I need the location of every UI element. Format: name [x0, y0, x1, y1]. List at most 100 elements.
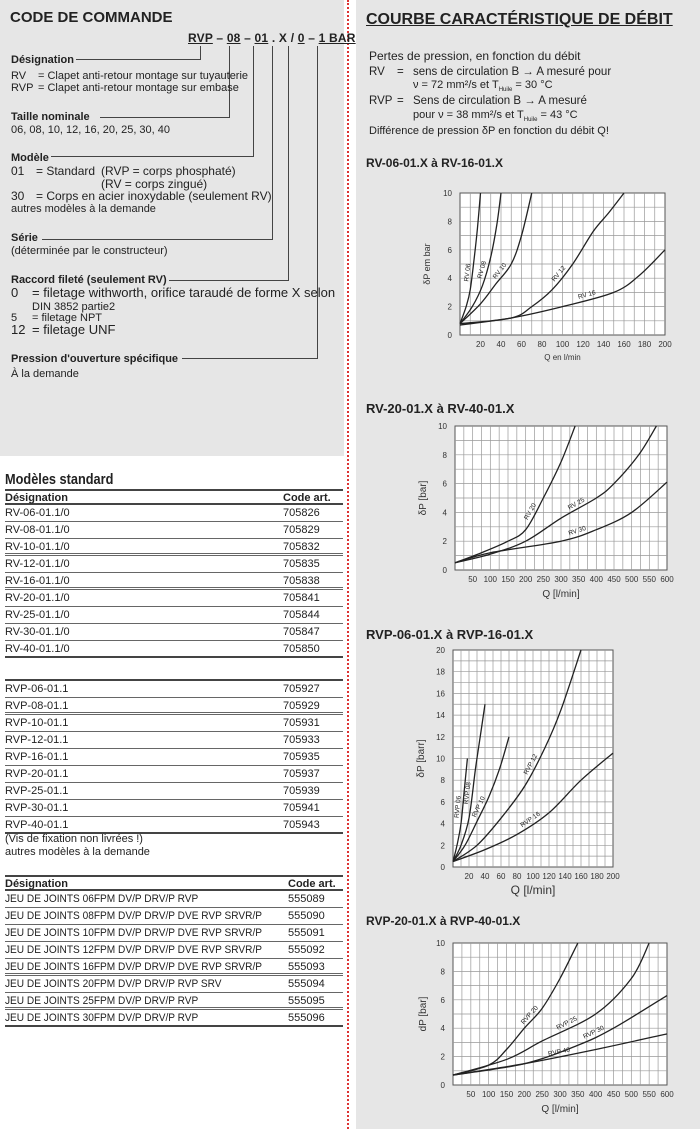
- table-row: RVP-08-01.1 705929: [5, 698, 343, 715]
- code-desc: = Clapet anti-retour montage sur embase: [38, 82, 239, 94]
- x-tick-label: 80: [538, 340, 547, 349]
- designation-heading: Désignation: [11, 54, 76, 66]
- code-cell: 555096: [288, 1012, 325, 1024]
- x-tick-label: 160: [574, 872, 588, 881]
- chart-1-title: RV-06-01.X à RV-16-01.X: [366, 156, 503, 170]
- designation-cell: RVP-06-01.1: [5, 683, 69, 695]
- column-header-code: Code art.: [288, 878, 336, 890]
- x-tick-label: 40: [497, 340, 506, 349]
- series-curve: [459, 249, 666, 326]
- series-label: RV 16: [577, 289, 597, 301]
- y-tick-label: 6: [443, 480, 448, 489]
- rv-viscosity: ν = 72 mm²/s et THuile = 30 °C: [413, 79, 553, 96]
- x-tick-label: 160: [617, 340, 631, 349]
- x-tick-label: 250: [537, 575, 551, 584]
- x-tick-label: 600: [660, 1090, 674, 1099]
- subscript: Huile: [523, 117, 538, 124]
- rvp-label: RVP: [369, 95, 393, 107]
- code-desc: = Clapet anti-retour montage sur tuyaute…: [38, 70, 249, 82]
- y-tick-label: 4: [448, 274, 453, 283]
- code-cell: 705929: [283, 700, 320, 712]
- y-tick-label: 0: [441, 1081, 446, 1090]
- designation-cell: JEU DE JOINTS 30FPM DV/P DRV/P RVP: [5, 1012, 199, 1024]
- eq: =: [397, 66, 404, 78]
- code-cell: 705927: [283, 683, 320, 695]
- series-curve: [452, 758, 469, 862]
- y-tick-label: 2: [448, 303, 453, 312]
- x-axis-label: Q [l/min]: [542, 589, 579, 600]
- table-header: Désignation Code art.: [5, 875, 343, 891]
- code-cell: 555089: [288, 893, 325, 905]
- code-cell: 705941: [283, 802, 320, 814]
- y-axis-label: dP [bar]: [418, 996, 429, 1031]
- y-tick-label: 10: [438, 422, 447, 431]
- y-tick-label: 8: [441, 776, 446, 785]
- x-tick-label: 60: [497, 872, 506, 881]
- series-heading: Série: [11, 232, 40, 244]
- x-tick-label: 350: [571, 1090, 585, 1099]
- series-label: RV 06: [463, 263, 472, 282]
- rv-models-table: Désignation Code art. RV-06-01.1/0 705826 R…: [5, 489, 343, 658]
- x-axis-label: Q [l/min]: [511, 883, 556, 897]
- x-tick-label: 500: [625, 575, 639, 584]
- x-tick-label: 80: [513, 872, 522, 881]
- order-code-title: CODE DE COMMANDE: [10, 9, 173, 26]
- y-axis-label: δP em bar: [422, 243, 432, 284]
- table-row: RVP-16-01.1 705935: [5, 749, 343, 766]
- code-cell: 705835: [283, 558, 320, 570]
- x-tick-label: 550: [642, 1090, 656, 1099]
- code-desc: = filetage UNF: [32, 322, 116, 337]
- size-heading: Taille nominale: [11, 111, 92, 123]
- y-tick-label: 8: [443, 451, 448, 460]
- x-tick-label: 550: [643, 575, 657, 584]
- designation-cell: JEU DE JOINTS 20FPM DV/P DRV/P RVP SRV: [5, 978, 222, 990]
- order-code-panel: [0, 0, 344, 456]
- code-cell: 555092: [288, 944, 325, 956]
- table-row: JEU DE JOINTS 25FPM DV/P DRV/P RVP 555095: [5, 993, 343, 1010]
- table-row: RV-30-01.1/0 705847: [5, 624, 343, 641]
- x-tick-label: 400: [589, 1090, 603, 1099]
- thread-0: 0 = filetage withworth, orifice taraudé d…: [11, 285, 336, 300]
- rv-direction: sens de circulation B → A mesuré pour: [413, 66, 612, 78]
- y-tick-label: 2: [443, 537, 448, 546]
- rvp-viscosity: pour ν = 38 mm²/s et THuile = 43 °C: [413, 109, 578, 126]
- table-row: RVP-10-01.1 705931: [5, 715, 343, 732]
- model-01: 01 = Standard (RVP = corps phosphaté): [11, 165, 236, 177]
- code-desc: = filetage withworth, orifice taraudé de…: [32, 285, 336, 300]
- code-cell: 555090: [288, 910, 325, 922]
- y-tick-label: 6: [441, 798, 446, 807]
- column-divider: [347, 0, 349, 1129]
- rvp-direction: Sens de circulation B → A mesuré: [413, 95, 587, 107]
- connector-line: [182, 46, 318, 359]
- designation-rv: RV = Clapet anti-retour montage sur tuyau…: [11, 70, 248, 82]
- y-axis-label: δP [bar]: [418, 480, 429, 515]
- table-row: JEU DE JOINTS 10FPM DV/P DRV/P DVE RVP S…: [5, 925, 343, 942]
- code-cell: 705847: [283, 626, 320, 638]
- code-cell: 555095: [288, 995, 325, 1007]
- chart-4-title: RVP-20-01.X à RVP-40-01.X: [366, 914, 521, 928]
- model-heading: Modèle: [11, 152, 51, 164]
- x-tick-label: 40: [481, 872, 490, 881]
- table-row: RV-40-01.1/0 705850: [5, 641, 343, 658]
- table-row: JEU DE JOINTS 16FPM DV/P DRV/P DVE RVP S…: [5, 959, 343, 976]
- x-axis-label: Q en l/min: [544, 353, 580, 362]
- series-curve: [459, 192, 502, 325]
- code-label: 12: [11, 322, 26, 337]
- code-cell: 555094: [288, 978, 325, 990]
- y-tick-label: 2: [441, 841, 446, 850]
- x-tick-label: 600: [660, 575, 674, 584]
- table-row: JEU DE JOINTS 12FPM DV/P DRV/P DVE RVP S…: [5, 942, 343, 959]
- designation-cell: RV-08-01.1/0: [5, 524, 70, 536]
- rv-condition: RV = sens de circulation B → A mesuré pour: [369, 66, 611, 78]
- code-desc: = Corps en acier inoxydable (seulement R…: [36, 189, 272, 203]
- code-cell: 705933: [283, 734, 320, 746]
- series-label: RVP 06: [454, 795, 463, 818]
- thread-heading: Raccord fileté (seulement RV): [11, 274, 169, 286]
- pressure-text: À la demande: [11, 368, 79, 380]
- seal-kits-table: Désignation Code art. JEU DE JOINTS 06FPM…: [5, 875, 343, 1027]
- designation-cell: JEU DE JOINTS 06FPM DV/P DRV/P RVP: [5, 893, 199, 905]
- designation-cell: RV-16-01.1/0: [5, 575, 70, 587]
- series-curve: [452, 1033, 668, 1076]
- code-label: 30: [11, 189, 25, 203]
